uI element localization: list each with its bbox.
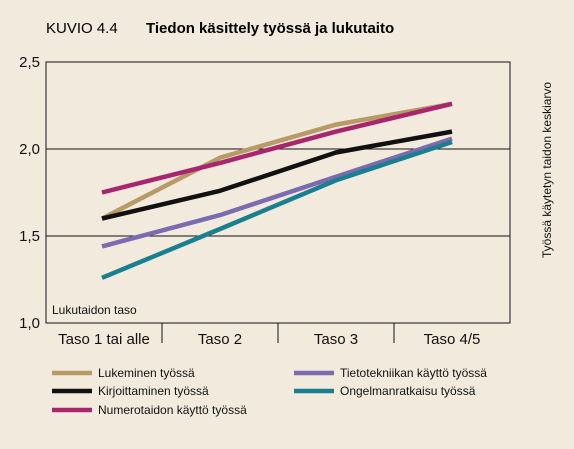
- legend-label-2: Numerotaidon käyttö työssä: [98, 403, 247, 417]
- legend-label-1: Kirjoittaminen työssä: [98, 384, 209, 398]
- chart-title: Tiedon käsittely työssä ja lukutaito: [146, 20, 394, 37]
- legend-label-0: Lukeminen työssä: [98, 366, 195, 380]
- series-line-0: [100, 101, 453, 221]
- series-layer: [100, 101, 453, 280]
- legend-label-3: Tietotekniikan käyttö työssä: [340, 366, 487, 380]
- figure-label: KUVIO 4.4: [46, 20, 118, 37]
- plot-area: [45, 61, 511, 324]
- legend: Lukeminen työssä Kirjoittaminen työssä Num…: [52, 366, 487, 417]
- series-line-4: [101, 139, 453, 280]
- x-tick-label-2: Taso 3: [314, 331, 358, 348]
- y-tick-label-1: 1,5: [19, 228, 40, 245]
- x-axis-label: Lukutaidon taso: [52, 303, 137, 317]
- y-tick-label-3: 2,5: [19, 54, 40, 71]
- series-line-3: [101, 136, 453, 249]
- x-tick-label-1: Taso 2: [198, 331, 242, 348]
- y-axis-label: Työssä käytetyn taidon keskiarvo: [540, 82, 554, 258]
- series-line-2: [101, 101, 453, 195]
- y-tick-label-0: 1,0: [19, 315, 40, 332]
- y-tick-label-2: 2,0: [19, 141, 40, 158]
- x-tick-labels: Taso 1 tai alle Taso 2 Taso 3 Taso 4/5: [58, 331, 480, 348]
- y-tick-labels: 1,0 1,5 2,0 2,5: [19, 54, 40, 332]
- x-tick-label-0: Taso 1 tai alle: [58, 331, 150, 348]
- series-line-1: [101, 129, 453, 221]
- x-tick-label-3: Taso 4/5: [424, 331, 481, 348]
- legend-label-4: Ongelmanratkaisu työssä: [340, 384, 476, 398]
